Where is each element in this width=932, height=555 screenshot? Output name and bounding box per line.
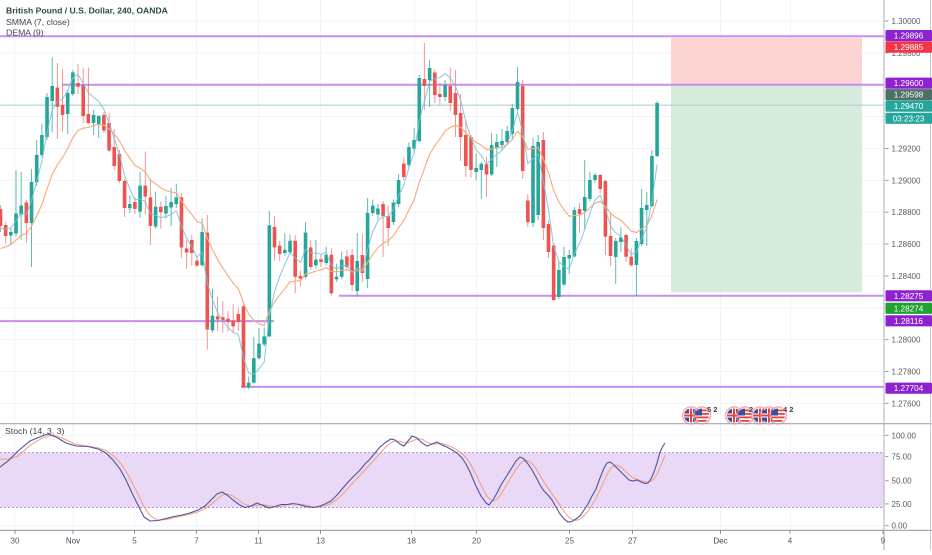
- svg-text:Dec: Dec: [713, 537, 727, 546]
- svg-text:1.29896: 1.29896: [894, 32, 924, 41]
- svg-text:1.27600: 1.27600: [892, 399, 921, 408]
- svg-text:British Pound / U.S. Dollar, 2: British Pound / U.S. Dollar, 240, OANDA: [6, 5, 168, 15]
- svg-text:25: 25: [565, 537, 574, 546]
- svg-text:DEMA (9): DEMA (9): [6, 28, 44, 38]
- svg-text:100.00: 100.00: [892, 431, 917, 440]
- svg-text:1.27704: 1.27704: [894, 384, 924, 393]
- svg-text:7: 7: [194, 537, 199, 546]
- svg-text:0.00: 0.00: [892, 522, 908, 531]
- svg-text:1.28275: 1.28275: [894, 292, 924, 301]
- svg-text:Stoch (14, 3, 3): Stoch (14, 3, 3): [5, 426, 65, 436]
- svg-text:25.00: 25.00: [892, 500, 913, 509]
- svg-text:1.29000: 1.29000: [892, 176, 921, 185]
- svg-text:1.28400: 1.28400: [892, 272, 921, 281]
- svg-text:50.00: 50.00: [892, 477, 913, 486]
- svg-text:5 2: 5 2: [707, 405, 717, 414]
- svg-text:1.29600: 1.29600: [894, 79, 924, 88]
- svg-text:1.29470: 1.29470: [894, 102, 924, 111]
- svg-text:27: 27: [628, 537, 637, 546]
- svg-text:9: 9: [881, 537, 886, 546]
- svg-text:30: 30: [11, 537, 20, 546]
- svg-text:5: 5: [132, 537, 137, 546]
- svg-text:1.28116: 1.28116: [894, 317, 923, 326]
- svg-text:1.29598: 1.29598: [894, 91, 924, 100]
- svg-text:13: 13: [316, 537, 325, 546]
- svg-text:1.28800: 1.28800: [892, 208, 921, 217]
- svg-text:1.30000: 1.30000: [892, 17, 921, 26]
- svg-text:SMMA (7, close): SMMA (7, close): [6, 17, 70, 27]
- svg-text:4: 4: [788, 537, 793, 546]
- svg-text:75.00: 75.00: [892, 453, 913, 462]
- svg-text:1.29200: 1.29200: [892, 145, 921, 154]
- svg-text:1.29885: 1.29885: [894, 43, 924, 52]
- svg-text:1.28000: 1.28000: [892, 336, 921, 345]
- svg-text:20: 20: [472, 537, 481, 546]
- svg-text:1.28600: 1.28600: [892, 240, 921, 249]
- svg-text:1.28274: 1.28274: [894, 304, 924, 313]
- svg-text:1.27800: 1.27800: [892, 368, 921, 377]
- svg-text:4 2: 4 2: [783, 405, 793, 414]
- svg-text:18: 18: [407, 537, 416, 546]
- svg-text:11: 11: [254, 537, 263, 546]
- svg-text:Nov: Nov: [66, 537, 80, 546]
- svg-text:03:23:23: 03:23:23: [893, 114, 925, 123]
